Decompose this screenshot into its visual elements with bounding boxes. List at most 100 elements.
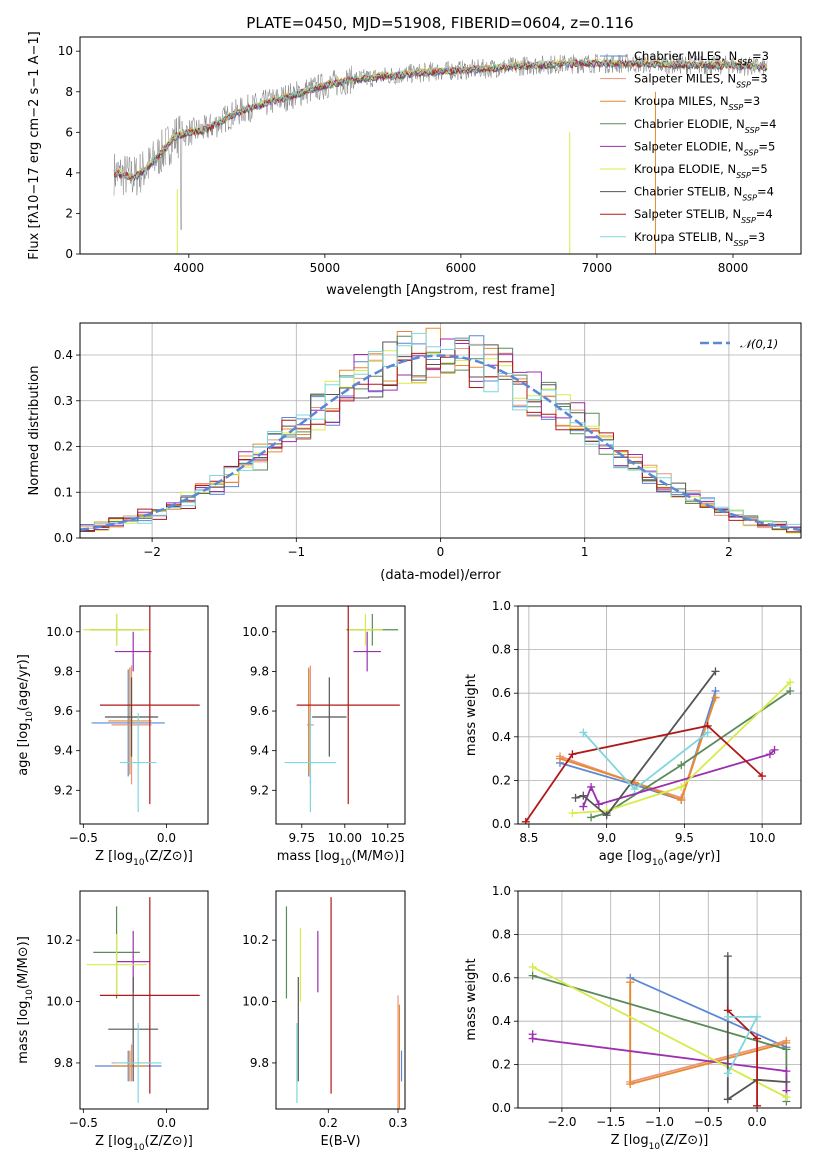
data-point-marker [587, 813, 596, 822]
x-tick-label: 9.5 [675, 831, 694, 845]
data-point-marker [723, 1069, 732, 1078]
plot-area-age_vs_mass [284, 606, 400, 813]
y-tick-label: 0.2 [54, 440, 73, 454]
data-point-marker [579, 728, 588, 737]
x-tick-label: 9.0 [597, 831, 616, 845]
data-point-marker [579, 791, 588, 800]
data-point-marker [594, 800, 603, 809]
data-point-marker [782, 1067, 791, 1076]
y-tick-label: 9.4 [250, 744, 269, 758]
y-tick-label: 9.2 [54, 783, 73, 797]
y-tick-label: 9.2 [250, 783, 269, 797]
y-tick-label: 0.8 [492, 927, 511, 941]
y-tick-label: 9.6 [250, 704, 269, 718]
data-point-marker [521, 817, 530, 824]
legend-entry: Salpeter ELODIE, NSSP=5 [634, 139, 775, 157]
series-line [590, 690, 791, 819]
y-tick-label: 0.2 [492, 773, 511, 787]
data-point-marker [630, 785, 639, 794]
data-point-marker [555, 754, 564, 763]
data-point-marker [786, 687, 795, 696]
x-tick-label: −2 [143, 545, 161, 559]
legend-entry: Kroupa STELIB, NSSP=3 [634, 230, 765, 248]
x-tick-label: 7000 [582, 261, 613, 275]
y-tick-label: 9.8 [54, 1056, 73, 1070]
y-tick-label: 10.0 [242, 625, 269, 639]
spectrum-model-line [113, 59, 768, 181]
x-tick-label: 2 [725, 545, 733, 559]
axes-age_vs_mass: 9.75 10.00 10.25 9.2 9.4 9.6 9.8 10.0 mass [log1… [242, 605, 406, 868]
y-tick-label: 0.6 [492, 686, 511, 700]
y-tick-label: 0.4 [492, 730, 511, 744]
data-point-marker [765, 750, 774, 759]
x-tick-label: −1.5 [596, 1115, 625, 1129]
legend-entry: Salpeter STELIB, NSSP=4 [634, 207, 773, 225]
legend-entry: Chabrier ELODIE, NSSP=4 [634, 117, 776, 135]
data-point-marker [528, 962, 537, 971]
data-point-marker [753, 1034, 762, 1043]
y-tick-label: 10.2 [242, 933, 269, 947]
y-tick-label: 9.8 [250, 664, 269, 678]
x-axis-label: wavelength [Angstrom, rest frame] [326, 283, 555, 298]
x-tick-label: 10.25 [371, 831, 405, 845]
histogram-step [80, 332, 801, 532]
data-point-marker [711, 667, 720, 676]
axes-age_vs_Z: −0.5 0.0 9.2 9.4 9.6 9.8 10.0 Z [log10(Z/Z⊙)] ag… [16, 605, 209, 868]
x-tick-label: 0 [437, 545, 445, 559]
plot-area-spectrum [113, 53, 768, 254]
data-point-marker [782, 1077, 791, 1086]
x-axis-label: (data-model)/error [380, 568, 501, 583]
data-point-marker [677, 761, 686, 770]
data-point-marker [626, 978, 635, 987]
axes-frame [517, 605, 802, 825]
x-axis-label: Z [log10(Z/Z⊙)] [95, 849, 193, 868]
axes-massweight_vs_age: 8.5 9.0 9.5 10.0 0.0 0.2 0.4 0.6 0.8 1.0 age [log1… [464, 599, 802, 868]
series-line [629, 976, 787, 1049]
series-line [575, 670, 717, 817]
axes-mass_vs_ebv: 0.2 0.3 9.8 10.0 10.2 E(B-V) [242, 890, 408, 1149]
series-line [559, 697, 717, 802]
y-tick-label: 10.0 [46, 625, 73, 639]
y-tick-label: 0.1 [54, 485, 73, 499]
plot-area-massweight_vs_Z [528, 952, 791, 1108]
y-tick-label: 9.8 [54, 664, 73, 678]
data-point-marker [723, 952, 732, 961]
data-point-marker [723, 1012, 732, 1021]
y-tick-label: 10 [58, 44, 73, 58]
data-point-marker [677, 782, 686, 791]
x-tick-label: −0.5 [694, 1115, 723, 1129]
y-tick-label: 9.8 [250, 1056, 269, 1070]
axes-frame [275, 890, 406, 1110]
data-point-marker [753, 1101, 762, 1108]
data-point-marker [579, 802, 588, 811]
y-axis-label: Flux [fλ10−17 erg cm−2 s−1 A−1] [27, 31, 42, 259]
data-point-marker [587, 782, 596, 791]
data-point-marker [711, 693, 720, 702]
y-tick-label: 0.8 [492, 643, 511, 657]
y-tick-label: 6 [65, 125, 73, 139]
axes-mass_vs_Z: −0.5 0.0 9.8 10.0 10.2 Z [log10(Z/Z⊙)] mass [l… [16, 890, 209, 1153]
x-tick-label: 8.5 [519, 831, 538, 845]
axes-frame [517, 890, 802, 1109]
axes-frame [275, 605, 406, 825]
normal-curve [80, 354, 801, 532]
y-axis-label: age [log10(age/yr)] [16, 654, 35, 776]
legend-entry: Chabrier MILES, NSSP=3 [634, 49, 769, 67]
x-axis-label: mass [log10(M/M⊙)] [277, 849, 405, 868]
data-point-marker [723, 1095, 732, 1104]
x-tick-label: −1 [287, 545, 305, 559]
x-axis-label: Z [log10(Z/Z⊙)] [95, 1134, 193, 1153]
axes-frame [79, 605, 209, 825]
y-tick-label: 0.0 [492, 1101, 511, 1115]
y-tick-label: 9.6 [54, 704, 73, 718]
x-tick-label: 0.2 [319, 1116, 338, 1130]
legend-entry: Kroupa ELODIE, NSSP=5 [634, 162, 768, 180]
x-tick-label: −2.0 [547, 1115, 576, 1129]
axes-massweight_vs_Z: −2.0 −1.5 −1.0 −0.5 0.0 0.0 0.2 0.4 0.6 0.8 1.0 Z [… [464, 884, 802, 1152]
y-tick-label: 0.0 [492, 817, 511, 831]
series-line [726, 956, 787, 1101]
data-point-marker [568, 750, 577, 759]
x-tick-label: 0.0 [748, 1115, 767, 1129]
spectrum-model-line [113, 57, 768, 179]
y-tick-label: 10.2 [46, 933, 73, 947]
